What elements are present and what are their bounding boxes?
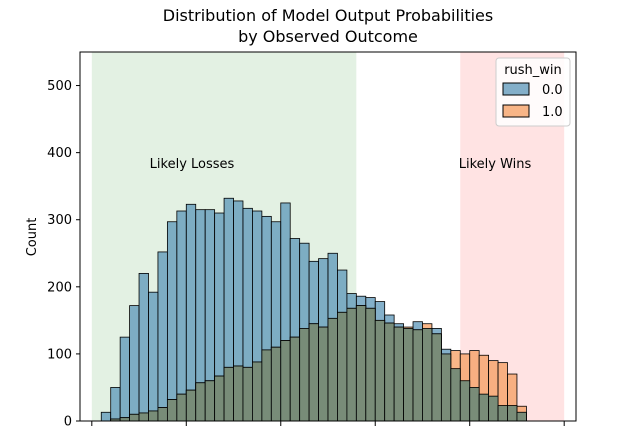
bar-overlap-31	[393, 326, 404, 422]
bar-s0-6	[157, 251, 168, 422]
bar-overlap-2	[119, 417, 131, 422]
annotation-likely-losses: Likely Losses	[150, 157, 235, 172]
bar-overlap-25	[337, 311, 348, 422]
legend-label-1-0: 1.0	[542, 105, 563, 120]
legend-label-0-0: 0.0	[542, 83, 563, 98]
y-tick-label-4: 400	[47, 146, 72, 161]
y-tick-label-3: 300	[47, 213, 72, 228]
y-tick-label-2: 200	[47, 280, 72, 295]
bar-overlap-40	[478, 393, 490, 422]
bar-overlap-6	[157, 407, 168, 422]
bar-s0-7	[166, 221, 178, 422]
bar-overlap-15	[242, 366, 253, 422]
bar-overlap-43	[507, 405, 518, 422]
bar-overlap-11	[204, 380, 216, 422]
bar-s0-3	[129, 305, 140, 422]
y-axis-label: Count	[25, 218, 40, 257]
bar-overlap-8	[176, 393, 187, 422]
bar-overlap-36	[440, 353, 452, 422]
bar-overlap-34	[422, 328, 433, 422]
bar-s0-9	[185, 203, 197, 422]
bar-overlap-16	[252, 361, 263, 422]
y-tick-label-0: 0	[64, 415, 72, 427]
bar-overlap-7	[166, 399, 178, 422]
y-tick-label-1: 100	[47, 347, 72, 362]
bar-overlap-32	[403, 328, 414, 422]
bar-overlap-28	[365, 307, 376, 422]
bar-overlap-17	[261, 349, 272, 422]
bar-overlap-42	[497, 405, 508, 422]
bar-s0-4	[138, 272, 149, 422]
bar-s0-0	[100, 411, 112, 422]
bar-overlap-13	[223, 366, 234, 422]
bar-overlap-4	[138, 412, 149, 422]
bar-s0-8	[176, 210, 187, 422]
plot-frame	[79, 51, 577, 422]
bar-overlap-14	[233, 365, 244, 422]
legend-swatch-1-0	[502, 104, 530, 118]
bar-overlap-29	[374, 319, 386, 422]
bar-overlap-33	[412, 329, 423, 422]
bar-overlap-38	[459, 380, 471, 422]
bar-overlap-19	[280, 340, 291, 422]
legend-swatch-0-0	[502, 82, 530, 96]
bar-overlap-12	[214, 375, 225, 422]
bar-overlap-10	[195, 382, 206, 422]
bar-overlap-22	[308, 323, 319, 422]
bar-overlap-39	[469, 387, 480, 422]
bar-overlap-23	[318, 326, 329, 422]
bar-overlap-3	[129, 413, 140, 422]
bar-s0-1	[110, 387, 121, 422]
chart-title-line2: by Observed Outcome	[238, 27, 418, 46]
bar-overlap-5	[148, 410, 159, 422]
legend-title: rush_win	[504, 63, 562, 78]
chart-title-line1: Distribution of Model Output Probabiliti…	[163, 6, 493, 25]
bar-overlap-21	[299, 328, 310, 422]
bar-overlap-27	[355, 305, 367, 422]
bar-overlap-30	[384, 322, 395, 422]
y-tick-label-5: 500	[47, 79, 72, 94]
bar-overlap-37	[450, 368, 461, 422]
bar-overlap-44	[516, 411, 527, 422]
bar-overlap-20	[289, 336, 301, 422]
bar-s0-5	[148, 291, 159, 422]
bar-overlap-41	[488, 395, 499, 422]
bar-s0-2	[119, 336, 131, 422]
annotation-likely-wins: Likely Wins	[459, 157, 532, 172]
bar-overlap-18	[270, 346, 282, 422]
bar-overlap-9	[185, 389, 197, 422]
legend: rush_win 0.0 1.0	[495, 57, 571, 127]
bar-overlap-24	[327, 317, 338, 422]
bar-overlap-26	[346, 307, 357, 422]
bar-overlap-35	[431, 333, 442, 422]
